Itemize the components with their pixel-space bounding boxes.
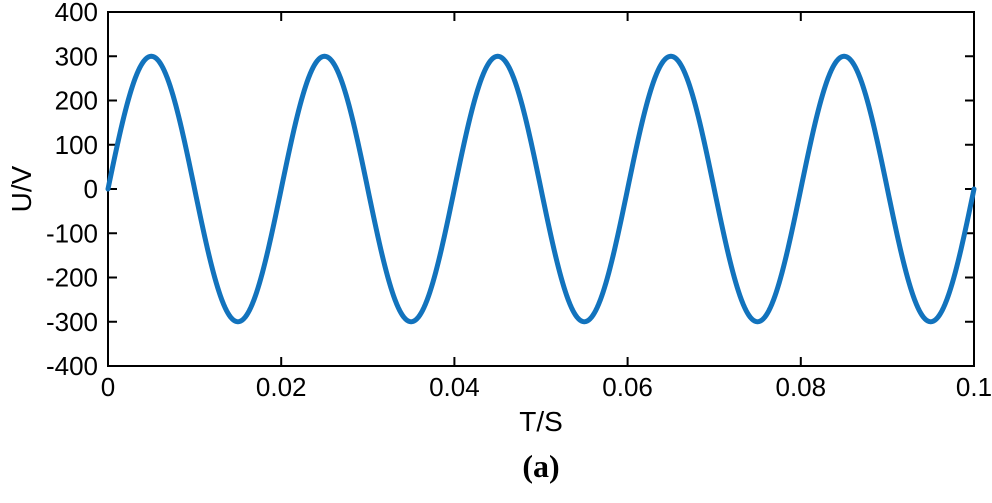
- x-tick-label: 0.02: [256, 372, 307, 402]
- y-tick-label: -200: [46, 263, 98, 293]
- y-tick-label: -100: [46, 218, 98, 248]
- x-tick-label: 0.06: [602, 372, 653, 402]
- x-axis-label: T/S: [519, 406, 563, 437]
- y-axis-label: U/V: [6, 165, 37, 213]
- figure-caption: (a): [522, 448, 560, 484]
- x-tick-label: 0.04: [429, 372, 480, 402]
- y-tick-label: 100: [55, 130, 98, 160]
- x-tick-label: 0.1: [956, 372, 992, 402]
- y-tick-label: 200: [55, 86, 98, 116]
- y-tick-label: 400: [55, 0, 98, 27]
- y-tick-label: 0: [84, 174, 98, 204]
- sine-wave-line: [105, 53, 977, 325]
- y-tick-label: 300: [55, 41, 98, 71]
- y-tick-label: -300: [46, 307, 98, 337]
- x-tick-label: 0.08: [775, 372, 826, 402]
- y-tick-label: -400: [46, 351, 98, 381]
- x-tick-label: 0: [101, 372, 115, 402]
